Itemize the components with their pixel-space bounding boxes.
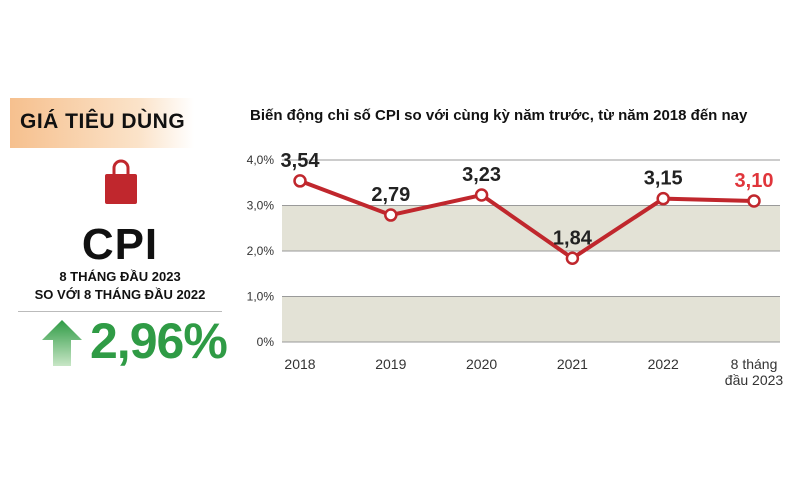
chart-title: Biến động chỉ số CPI so với cùng kỳ năm … [250,107,748,124]
period-line-2: SO VỚI 8 THÁNG ĐẦU 2022 [34,287,206,302]
data-label: 3,15 [644,168,683,190]
y-tick-label: 4,0% [247,153,275,167]
divider [18,311,222,312]
cpi-change-value: 2,96% [90,313,228,369]
data-label: 3,54 [281,150,321,172]
data-label: 2,79 [371,184,410,206]
cpi-series-line [299,179,755,261]
data-point [565,251,580,266]
up-arrow-icon [42,320,82,366]
cpi-heading: CPI [81,220,159,269]
x-tick-label: 2022 [648,356,679,372]
data-point [474,188,489,202]
y-tick-label: 0% [257,335,275,349]
x-tick-label: 2018 [284,356,315,372]
y-tick-label: 2,0% [247,244,275,258]
x-tick-label: 2019 [375,356,406,372]
data-point [656,191,670,206]
period-line-1: 8 THÁNG ĐẦU 2023 [59,269,181,284]
data-point [747,194,761,208]
x-tick-label: đầu 2023 [725,372,784,388]
x-tick-label: 8 tháng [731,356,778,372]
data-point [293,174,307,188]
y-tick-label: 1,0% [247,290,275,304]
shaded-band-0 [282,296,780,342]
shopping-bag-icon [105,159,137,204]
category-tag [10,98,194,148]
data-label: 3,23 [462,164,501,186]
x-tick-label: 2021 [557,356,588,372]
x-tick-label: 2020 [466,356,497,372]
data-label: 1,84 [553,227,593,249]
y-tick-label: 3,0% [247,199,275,213]
category-tag-label: GIÁ TIÊU DÙNG [20,110,186,133]
data-point [384,208,398,222]
data-label: 3,10 [735,170,774,192]
